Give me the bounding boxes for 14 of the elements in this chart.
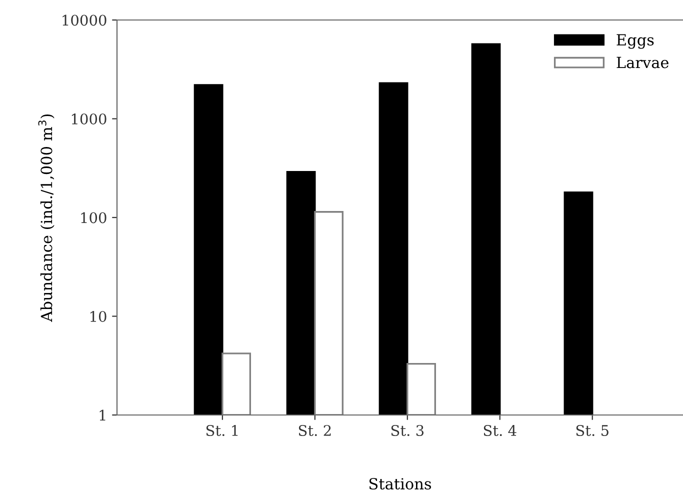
x-tick-label: St. 5 [576,424,608,436]
y-tick-label: 10 [90,310,106,322]
legend-label: Larvae [616,56,668,68]
x-tick-label: St. 4 [484,424,516,436]
y-axis-title: Abundance (ind./1,000 m$^{3}$) [38,114,54,322]
y-tick-label: 100 [81,212,106,224]
x-tick-label: St. 2 [298,424,331,436]
y-tick-label: 1000 [72,113,106,124]
y-tick-label: 10000 [62,14,106,26]
y-tick-label: 1 [100,410,106,421]
legend-label: Eggs [616,34,654,49]
x-tick-label: St. 3 [391,424,424,436]
x-tick-label: St. 1 [206,424,238,436]
x-axis-title: Stations [369,478,432,490]
